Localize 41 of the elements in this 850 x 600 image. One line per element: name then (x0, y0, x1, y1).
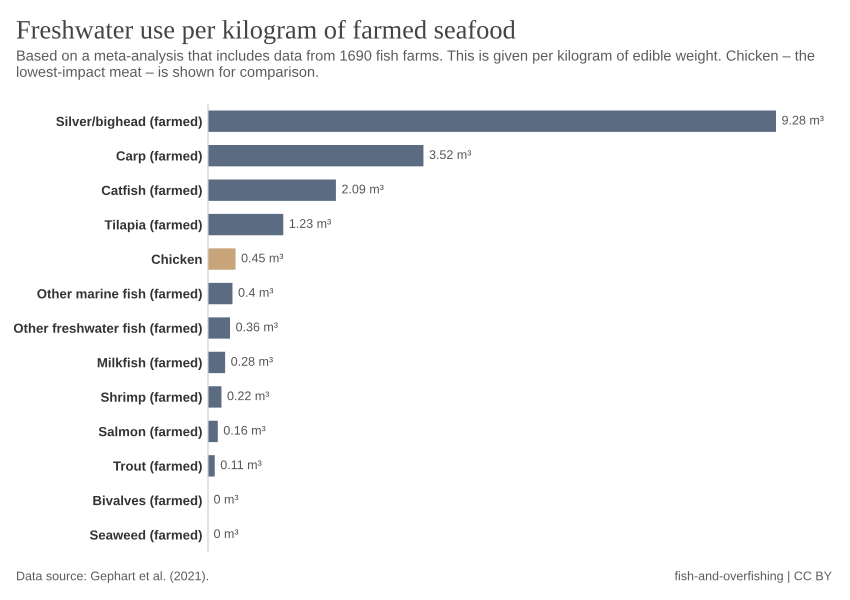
bar (208, 455, 215, 477)
y-tick-label: Trout (farmed) (113, 461, 202, 474)
data-label: 0.11 m³ (220, 460, 262, 470)
y-tick-label: Other freshwater fish (farmed) (14, 323, 202, 336)
bar (208, 352, 226, 374)
data-label: 0.36 m³ (236, 322, 278, 332)
y-tick-label: Chicken (152, 254, 202, 264)
y-tick-label: Carp (farmed) (116, 150, 202, 164)
text: fish-and-overfishing | CC BY (674, 571, 832, 583)
data-label: 0.4 m³ (238, 288, 274, 297)
y-tick-label: Tilapia (farmed) (104, 220, 202, 232)
bar (208, 179, 336, 201)
bar (208, 248, 236, 270)
data-label: 0 m³ (214, 529, 238, 538)
data-label: 0 m³ (214, 494, 238, 504)
data-label: 3.52 m³ (429, 150, 472, 160)
bar (208, 386, 222, 408)
bar (208, 214, 284, 236)
bar (208, 282, 232, 304)
bar (208, 420, 218, 442)
y-tick-label: Silver/bighead (farmed) (56, 116, 202, 129)
bar (208, 110, 776, 132)
data-label: 0.28 m³ (231, 356, 273, 366)
data-label: 0.16 m³ (224, 426, 266, 435)
bar (208, 317, 230, 339)
y-tick-label: Salmon (farmed) (98, 426, 202, 439)
y-tick-label: Milkfish (farmed) (98, 358, 202, 370)
data-label: 0.22 m³ (228, 391, 270, 400)
data-label: 9.28 m³ (782, 116, 824, 125)
data-label: 0.45 m³ (242, 254, 284, 262)
y-tick-label: Shrimp (farmed) (100, 392, 202, 404)
data-label: 2.09 m³ (342, 184, 384, 194)
y-tick-label: Bivalves (farmed) (93, 496, 202, 508)
data-label: 1.23 m³ (290, 219, 331, 228)
y-tick-label: Catfish (farmed) (102, 185, 202, 198)
y-tick-label: Seaweed (farmed) (90, 530, 202, 542)
chart-title: Freshwater use per kilogram of farmed seafood (16, 20, 516, 44)
source-note: Data source: Gephart et al. (2021). (17, 571, 208, 583)
y-tick-label: Other marine fish (farmed) (37, 288, 202, 302)
bar (208, 145, 424, 166)
chart-subtitle: Based on a meta-analysis that includes data from 1690 fish farms. This is given per kilogram of edible weight. Chicken – the lowest-impact meat – is shown for comparison. (16, 50, 814, 80)
